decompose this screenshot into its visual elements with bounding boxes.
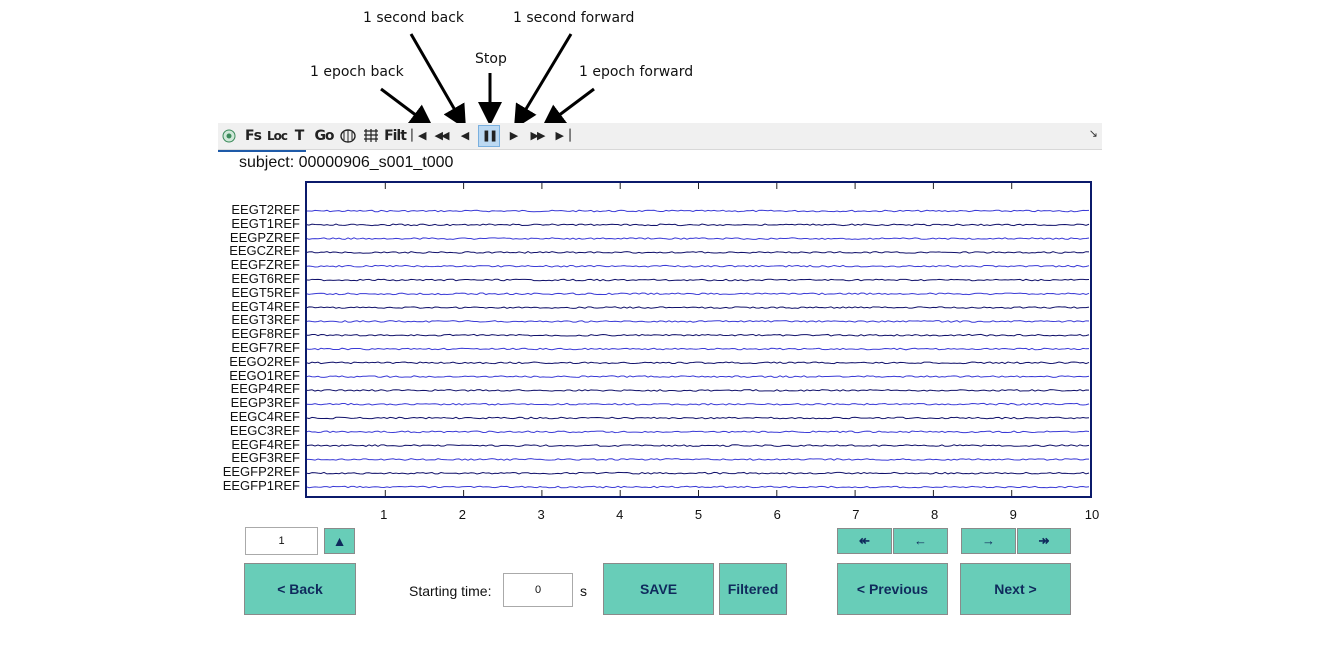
eeg-logo-icon[interactable]	[221, 126, 237, 146]
x-tick-label: 2	[458, 507, 466, 522]
montage-icon[interactable]	[362, 126, 380, 146]
channel-label: EEGF8REF	[231, 326, 300, 342]
save-button[interactable]: SAVE	[603, 563, 714, 615]
eeg-trace	[307, 416, 1090, 420]
channel-label: EEGT5REF	[231, 284, 300, 300]
eeg-trace	[307, 292, 1090, 296]
eeg-trace	[307, 471, 1090, 475]
toolbar: Fs Loc T Go Filt ▏◀ ◀◀ ◀ ❚❚ ▶ ▶▶ ▶▕ ↘	[218, 123, 1102, 150]
filtered-button[interactable]: Filtered	[719, 563, 787, 615]
channel-label: EEGT6REF	[231, 271, 300, 286]
eeg-trace	[307, 485, 1090, 489]
x-tick-label: 10	[1084, 507, 1100, 522]
eeg-trace	[307, 389, 1090, 392]
channel-label: EEGF3REF	[231, 450, 300, 466]
x-tick-label: 5	[694, 507, 703, 522]
time-button[interactable]: T	[294, 128, 305, 144]
skip-to-end-icon[interactable]: ▶▕	[555, 129, 571, 142]
fast-back-icon[interactable]: ◀◀	[434, 129, 450, 142]
annotation-one-second-back: 1 second back	[363, 10, 465, 26]
channel-label: EEGFP1REF	[222, 478, 300, 493]
x-tick-label: 1	[380, 507, 388, 522]
eeg-trace	[307, 361, 1090, 365]
eeg-plot-area[interactable]	[305, 181, 1092, 498]
channel-label: EEGC4REF	[229, 409, 300, 424]
eeg-trace	[307, 375, 1090, 378]
arrow-second-forward	[513, 33, 573, 130]
x-tick-label: 8	[930, 507, 939, 522]
channel-label: EEGT3REF	[231, 312, 300, 328]
channel-label: EEGF7REF	[231, 340, 300, 355]
filter-button[interactable]: Filt	[384, 128, 407, 144]
channel-label: EEGPZREF	[229, 229, 300, 245]
channel-label: EEGT1REF	[231, 215, 300, 231]
starting-time-label: Starting time:	[409, 583, 492, 599]
second-forward-nav-button[interactable]: →	[961, 528, 1016, 554]
eeg-trace	[307, 402, 1090, 406]
back-button[interactable]: < Back	[244, 563, 356, 615]
eeg-traces	[307, 183, 1090, 496]
location-button[interactable]: Loc	[266, 129, 288, 143]
next-button[interactable]: Next >	[960, 563, 1071, 615]
eeg-trace	[307, 333, 1090, 337]
epoch-forward-nav-button[interactable]: ↠	[1017, 528, 1071, 554]
channel-label: EEGC3REF	[229, 422, 300, 438]
eeg-trace	[307, 306, 1090, 309]
play-icon[interactable]: ▶	[509, 129, 518, 142]
arrow-second-back	[409, 33, 467, 130]
subject-label: subject: 00000906_s001_t000	[239, 154, 454, 171]
sampling-rate-button[interactable]: Fs	[245, 128, 262, 144]
eeg-trace	[307, 251, 1090, 254]
previous-button[interactable]: < Previous	[837, 563, 948, 615]
brain-icon[interactable]	[339, 126, 357, 146]
channel-label: EEGT2REF	[231, 202, 300, 217]
x-tick-label: 6	[773, 507, 781, 522]
pause-icon[interactable]: ❚❚	[478, 125, 500, 147]
x-tick-label: 3	[537, 507, 545, 522]
channel-label: EEGP4REF	[230, 381, 300, 397]
epoch-back-nav-button[interactable]: ↞	[837, 528, 892, 554]
eeg-trace	[307, 237, 1090, 240]
second-back-nav-button[interactable]: ←	[893, 528, 948, 554]
channel-label: EEGFZREF	[230, 257, 300, 273]
fast-forward-icon[interactable]: ▶▶	[530, 129, 546, 142]
skip-to-start-icon[interactable]: ▏◀	[411, 129, 427, 142]
starting-time-input[interactable]: 0	[503, 573, 573, 607]
step-back-icon[interactable]: ◀	[460, 129, 469, 142]
x-tick-label: 7	[852, 507, 860, 522]
eeg-trace	[307, 223, 1090, 227]
arrow-epoch-back	[380, 87, 434, 129]
eeg-trace	[307, 430, 1090, 434]
annotation-one-epoch-back: 1 epoch back	[310, 64, 404, 80]
go-button[interactable]: Go	[314, 128, 334, 144]
channel-label: EEGF4REF	[231, 436, 300, 452]
eeg-trace	[307, 444, 1090, 447]
annotation-stop: Stop	[475, 51, 507, 67]
eeg-trace	[307, 320, 1090, 323]
channel-label: EEGFP2REF	[222, 464, 300, 480]
x-tick-label: 4	[616, 507, 624, 522]
eeg-trace	[307, 264, 1090, 268]
channel-label: EEGO1REF	[229, 367, 300, 383]
channel-label: EEGCZREF	[229, 243, 300, 259]
channel-label: EEGP3REF	[230, 395, 300, 411]
eeg-trace	[307, 209, 1090, 213]
eeg-trace	[307, 458, 1090, 461]
page-number-input[interactable]: 1	[245, 527, 318, 555]
seconds-unit-label: s	[580, 583, 587, 599]
x-tick-label: 9	[1009, 507, 1017, 522]
channel-label: EEGO2REF	[229, 353, 300, 369]
channel-label: EEGT4REF	[231, 298, 300, 314]
toolbar-active-indicator	[218, 150, 306, 152]
undock-icon[interactable]: ↘	[1088, 128, 1098, 140]
arrow-epoch-forward	[541, 87, 595, 129]
page-up-button[interactable]: ▲	[324, 528, 355, 554]
annotation-one-epoch-forward: 1 epoch forward	[579, 64, 694, 80]
annotation-one-second-forward: 1 second forward	[513, 10, 635, 26]
eeg-trace	[307, 278, 1090, 282]
eeg-trace	[307, 347, 1090, 351]
